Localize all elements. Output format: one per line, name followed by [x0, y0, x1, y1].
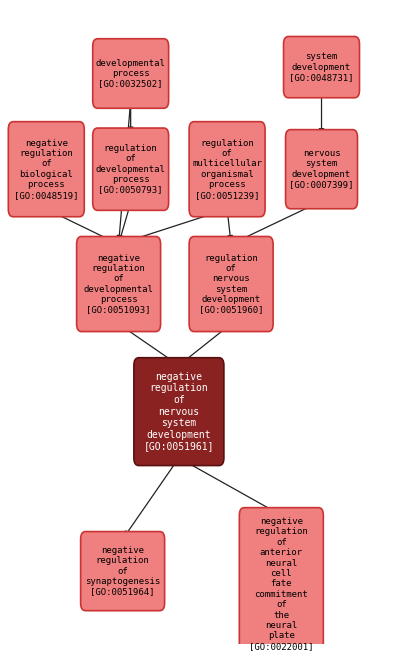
- FancyBboxPatch shape: [92, 128, 168, 210]
- Text: nervous
system
development
[GO:0007399]: nervous system development [GO:0007399]: [289, 149, 353, 189]
- FancyBboxPatch shape: [81, 532, 164, 611]
- Text: system
development
[GO:0048731]: system development [GO:0048731]: [289, 52, 353, 82]
- Text: negative
regulation
of
developmental
process
[GO:0051093]: negative regulation of developmental pro…: [83, 253, 153, 314]
- FancyBboxPatch shape: [239, 508, 323, 651]
- Text: developmental
process
[GO:0032502]: developmental process [GO:0032502]: [95, 59, 165, 89]
- FancyBboxPatch shape: [134, 357, 223, 465]
- Text: regulation
of
nervous
system
development
[GO:0051960]: regulation of nervous system development…: [198, 253, 263, 314]
- FancyBboxPatch shape: [189, 236, 272, 331]
- FancyBboxPatch shape: [285, 130, 357, 209]
- Text: regulation
of
multicellular
organismal
process
[GO:0051239]: regulation of multicellular organismal p…: [192, 139, 261, 200]
- FancyBboxPatch shape: [189, 122, 265, 217]
- FancyBboxPatch shape: [92, 38, 168, 108]
- FancyBboxPatch shape: [283, 36, 359, 98]
- Text: negative
regulation
of
nervous
system
development
[GO:0051961]: negative regulation of nervous system de…: [143, 372, 213, 451]
- FancyBboxPatch shape: [76, 236, 160, 331]
- Text: negative
regulation
of
anterior
neural
cell
fate
commitment
of
the
neural
plate
: negative regulation of anterior neural c…: [249, 517, 313, 651]
- FancyBboxPatch shape: [8, 122, 84, 217]
- Text: regulation
of
developmental
process
[GO:0050793]: regulation of developmental process [GO:…: [95, 144, 165, 195]
- Text: negative
regulation
of
synaptogenesis
[GO:0051964]: negative regulation of synaptogenesis [G…: [85, 546, 160, 596]
- Text: negative
regulation
of
biological
process
[GO:0048519]: negative regulation of biological proces…: [14, 139, 79, 200]
